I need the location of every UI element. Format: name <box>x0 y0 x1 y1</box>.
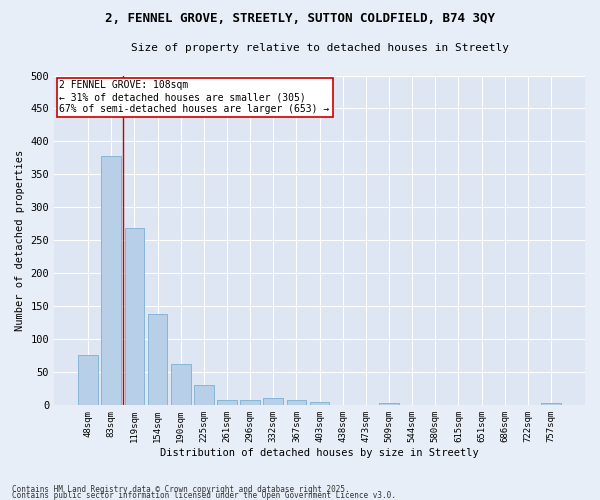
Bar <box>148 314 167 405</box>
Bar <box>217 400 237 405</box>
Bar <box>78 356 98 405</box>
Bar <box>541 403 561 405</box>
Bar <box>287 400 306 405</box>
Text: 2 FENNEL GROVE: 108sqm
← 31% of detached houses are smaller (305)
67% of semi-de: 2 FENNEL GROVE: 108sqm ← 31% of detached… <box>59 80 330 114</box>
X-axis label: Distribution of detached houses by size in Streetly: Distribution of detached houses by size … <box>160 448 479 458</box>
Bar <box>310 402 329 405</box>
Bar <box>194 385 214 405</box>
Text: Contains public sector information licensed under the Open Government Licence v3: Contains public sector information licen… <box>12 490 396 500</box>
Text: Contains HM Land Registry data © Crown copyright and database right 2025.: Contains HM Land Registry data © Crown c… <box>12 485 350 494</box>
Bar <box>241 400 260 405</box>
Bar <box>263 398 283 405</box>
Bar <box>101 156 121 405</box>
Title: Size of property relative to detached houses in Streetly: Size of property relative to detached ho… <box>131 42 509 52</box>
Bar <box>379 403 399 405</box>
Bar <box>125 228 144 405</box>
Y-axis label: Number of detached properties: Number of detached properties <box>15 150 25 331</box>
Text: 2, FENNEL GROVE, STREETLY, SUTTON COLDFIELD, B74 3QY: 2, FENNEL GROVE, STREETLY, SUTTON COLDFI… <box>105 12 495 26</box>
Bar <box>171 364 191 405</box>
